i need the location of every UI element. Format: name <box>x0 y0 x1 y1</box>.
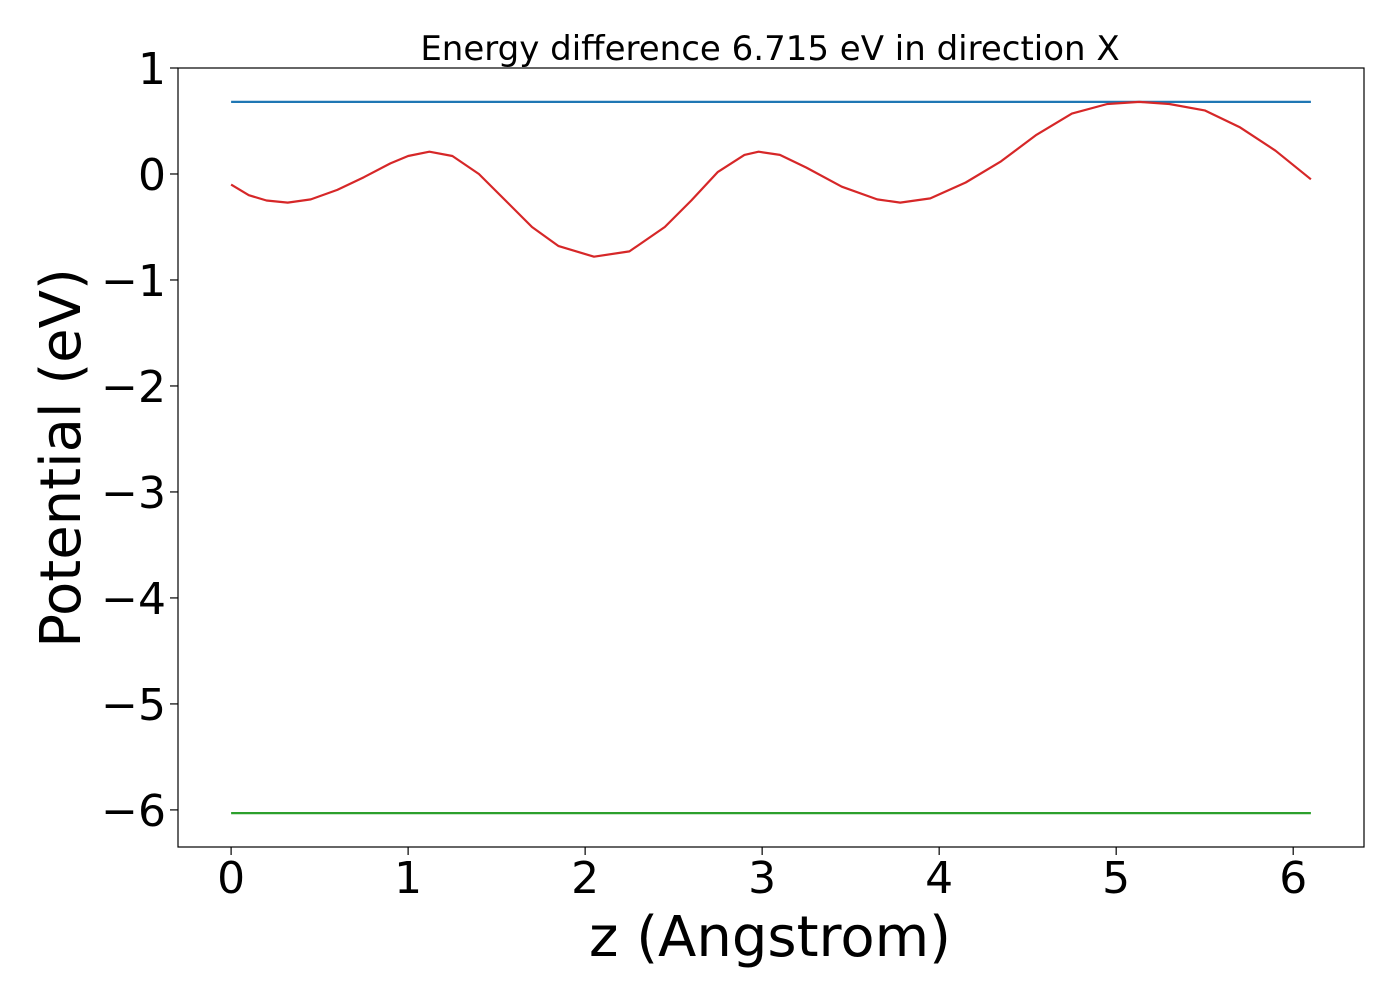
y-tick-label: −4 <box>101 574 166 625</box>
x-tick-label: 0 <box>217 853 245 904</box>
y-tick-label: −2 <box>101 362 166 413</box>
y-tick-label: −1 <box>101 256 166 307</box>
y-axis-label: Potential (eV) <box>29 268 94 648</box>
x-axis-label: z (Angstrom) <box>589 905 951 970</box>
x-tick-label: 2 <box>571 853 599 904</box>
y-tick-label: −6 <box>101 786 166 837</box>
y-tick-label: 1 <box>138 44 166 95</box>
series-layer <box>230 100 1312 815</box>
series-line-3 <box>230 100 1312 258</box>
plot-frame <box>177 67 1365 848</box>
x-tick-label: 6 <box>1279 853 1307 904</box>
x-tick-label: 4 <box>925 853 953 904</box>
x-tick-label: 5 <box>1102 853 1130 904</box>
chart-title: Energy difference 6.715 eV in direction … <box>420 29 1119 69</box>
y-tick-label: −3 <box>101 468 166 519</box>
x-tick-label: 3 <box>748 853 776 904</box>
y-tick-label: 0 <box>138 150 166 201</box>
y-tick-label: −5 <box>101 680 166 731</box>
x-tick-label: 1 <box>394 853 422 904</box>
y-axis-ticks: 1 0 −1 −2 −3 −4 −5 −6 <box>101 44 178 837</box>
x-axis-ticks: 0 1 2 3 4 5 6 <box>217 847 1307 904</box>
